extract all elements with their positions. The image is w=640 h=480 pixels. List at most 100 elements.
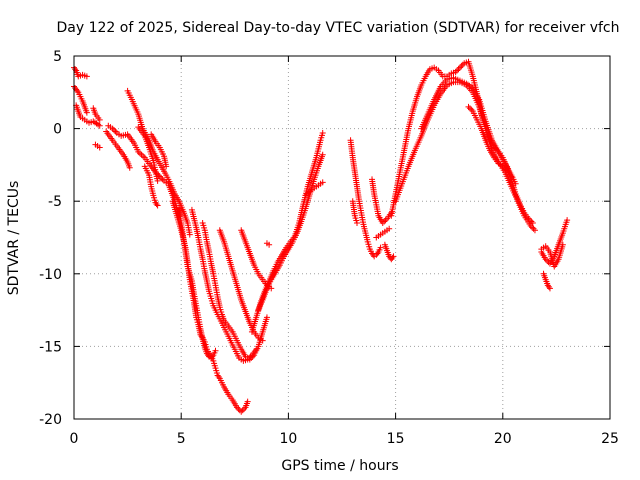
data-point — [499, 163, 506, 170]
data-point — [459, 61, 466, 68]
y-tick-label: -5 — [48, 194, 62, 210]
data-point — [248, 355, 255, 362]
x-tick-label: 25 — [601, 431, 619, 447]
series-sat-o — [199, 219, 270, 363]
series-sat-z — [381, 241, 397, 263]
series-sat-j — [148, 131, 170, 170]
chart-title: Day 122 of 2025, Sidereal Day-to-day VTE… — [56, 20, 619, 36]
series-sat-p — [216, 227, 266, 344]
data-point — [209, 353, 216, 360]
data-point — [259, 337, 266, 344]
data-point — [381, 218, 388, 225]
x-tick-label: 0 — [70, 431, 79, 447]
data-point — [159, 176, 166, 183]
x-tick-label: 20 — [494, 431, 512, 447]
series-sat-a — [71, 64, 90, 80]
data-point — [382, 217, 389, 224]
data-point — [239, 407, 246, 414]
data-point — [319, 179, 326, 186]
y-tick-label: -20 — [39, 412, 62, 428]
data-point — [374, 250, 381, 257]
data-point — [241, 405, 248, 412]
x-tick-label: 10 — [279, 431, 297, 447]
series-sat-u — [302, 179, 326, 199]
data-point — [263, 314, 270, 321]
data-point — [319, 129, 326, 136]
y-axis-label: SDTVAR / TECUs — [6, 181, 22, 296]
data-point — [466, 105, 473, 112]
data-point — [96, 144, 103, 151]
data-point — [153, 201, 160, 208]
data-point — [455, 66, 462, 73]
data-point — [154, 202, 161, 209]
series-sat-y — [373, 225, 393, 241]
data-point — [468, 106, 475, 113]
data-point — [205, 352, 211, 359]
data-point — [83, 73, 90, 80]
y-tick-label: -15 — [39, 339, 62, 355]
series-sat-ag — [538, 241, 566, 270]
data-point — [512, 180, 519, 187]
data-point — [527, 222, 534, 229]
data-point — [456, 64, 463, 71]
data-point — [386, 225, 393, 232]
data-point — [508, 173, 515, 180]
data-point — [454, 67, 461, 74]
series-sat-q — [238, 227, 275, 292]
data-point — [319, 151, 326, 158]
x-tick-label: 15 — [387, 431, 405, 447]
data-point — [303, 190, 310, 197]
x-tick-label: 5 — [177, 431, 186, 447]
data-point — [501, 164, 508, 171]
data-point — [377, 244, 384, 251]
data-point — [458, 63, 465, 70]
data-point — [215, 373, 222, 380]
series-sat-ac — [418, 74, 519, 187]
data-point — [390, 253, 397, 260]
data-point — [126, 164, 133, 171]
data-point — [96, 122, 103, 129]
series-sat-s — [255, 151, 326, 314]
data-point — [529, 224, 536, 231]
series-sat-af — [540, 270, 553, 292]
series-sat-i — [135, 124, 161, 184]
data-point — [452, 68, 459, 75]
y-tick-label: -10 — [39, 267, 62, 283]
data-point — [502, 166, 509, 173]
series-sat-m — [176, 205, 219, 362]
series-sat-ad — [465, 103, 515, 180]
data-point — [212, 347, 219, 354]
data-point — [74, 87, 81, 94]
data-point — [546, 285, 553, 292]
y-tick-label: 0 — [53, 122, 62, 138]
x-axis-label: GPS time / hours — [281, 458, 398, 474]
data-point — [354, 219, 361, 226]
series-sat-x — [369, 176, 395, 226]
data-point — [154, 177, 161, 184]
data-point — [111, 127, 118, 134]
data-point — [559, 241, 566, 248]
axis-ticks: 0 5 10 15 20 25 5 0 -5 -10 -15 -20 — [39, 49, 619, 447]
data-point — [530, 225, 537, 232]
data-point — [96, 116, 103, 123]
series-sat-f — [103, 128, 133, 171]
data-point — [163, 163, 170, 170]
data-point — [302, 192, 309, 199]
data-point — [238, 408, 245, 415]
data-point — [564, 217, 571, 224]
data-point — [233, 404, 240, 411]
data-point — [542, 256, 549, 263]
series-sat-w — [349, 198, 361, 226]
series-sat-k — [141, 163, 161, 209]
data-point — [109, 125, 116, 132]
data-point — [158, 174, 165, 181]
plot-frame — [73, 55, 611, 420]
series-sat-d — [90, 105, 103, 123]
series-sat-c — [73, 102, 103, 129]
data-point — [545, 283, 552, 290]
series-sat-e — [92, 141, 103, 151]
data-marks — [71, 58, 571, 415]
data-point — [186, 231, 193, 238]
data-point — [244, 398, 251, 405]
